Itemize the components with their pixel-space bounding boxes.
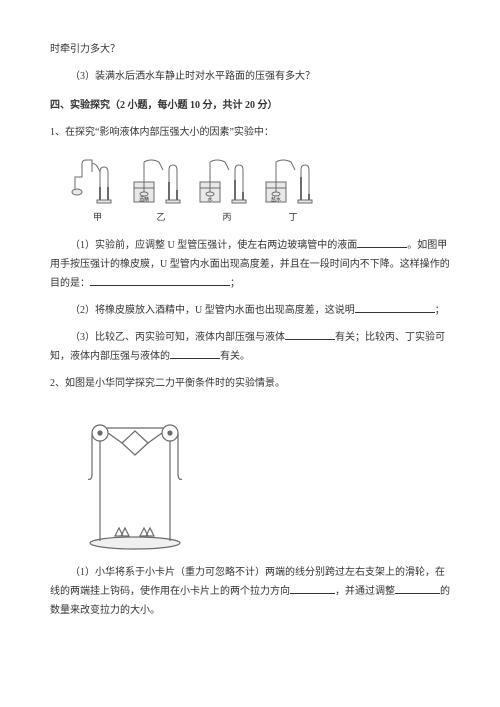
q1-sub2-text-b: ； xyxy=(435,305,445,316)
beaker-label-c: 水 xyxy=(207,196,212,203)
utube-svg-c: 水 xyxy=(197,152,257,207)
q1-sub1-text-c: ； xyxy=(230,278,240,289)
q2-stem: 2、如图是小华同学探究二力平衡条件时的实验情景。 xyxy=(50,374,450,393)
prev-question-tail: 时牵引力多大？ xyxy=(50,40,450,59)
label-bing: 丙 xyxy=(222,209,231,226)
apparatus-jia: 甲 xyxy=(70,152,125,226)
blank-7[interactable] xyxy=(395,582,440,594)
apparatus-yi: 酒精 乙 xyxy=(131,152,191,226)
q1-sub3-text-a: （3）比较乙、丙实验可知，液体内部压强与液体 xyxy=(70,332,285,343)
beaker-label-d: 盐水 xyxy=(271,196,281,203)
blank-2[interactable] xyxy=(90,274,230,286)
balance-svg xyxy=(70,403,210,553)
section-4-title: 四、实验探究（2 小题，每小题 10 分，共计 20 分） xyxy=(50,96,450,115)
q1-sub1-text-a: （1）实验前，应调整 U 型管压强计，使左右两边玻璃管中的液面 xyxy=(70,240,357,251)
utube-svg-a xyxy=(70,152,125,207)
blank-5[interactable] xyxy=(170,347,220,359)
q2-sub1: （1）小华将系于小卡片（重力可忽略不计）两端的线分别跨过左右支架上的滑轮，在线的… xyxy=(50,563,450,620)
label-jia: 甲 xyxy=(93,209,102,226)
blank-6[interactable] xyxy=(290,582,335,594)
label-yi: 乙 xyxy=(156,209,165,226)
q1-stem: 1、在探究“影响液体内部压强大小的因素”实验中： xyxy=(50,123,450,142)
apparatus-ding: 盐水 丁 xyxy=(263,152,323,226)
q1-sub1: （1）实验前，应调整 U 型管压强计，使左右两边玻璃管中的液面。如图甲用手按压强… xyxy=(50,236,450,293)
q1-sub3: （3）比较乙、丙实验可知，液体内部压强与液体有关；比较丙、丁实验可知，液体内部压… xyxy=(50,328,450,366)
label-ding: 丁 xyxy=(288,209,297,226)
q1-sub2: （2）将橡皮膜放入酒精中，U 型管内水面也出现高度差，这说明 ； xyxy=(50,301,450,320)
prev-question-sub3: （3）装满水后洒水车静止时对水平路面的压强有多大？ xyxy=(50,67,450,86)
figure-utube-apparatus: 甲 酒精 乙 xyxy=(70,152,450,226)
beaker-label-b: 酒精 xyxy=(139,196,149,203)
q2-sub1-text-b: ，并通过调整 xyxy=(335,586,395,597)
apparatus-bing: 水 丙 xyxy=(197,152,257,226)
blank-3[interactable] xyxy=(355,301,435,313)
utube-svg-b: 酒精 xyxy=(131,152,191,207)
q1-sub3-text-c: 有关。 xyxy=(220,351,250,362)
blank-4[interactable] xyxy=(285,328,335,340)
blank-1[interactable] xyxy=(357,236,407,248)
utube-svg-d: 盐水 xyxy=(263,152,323,207)
figure-balance-apparatus xyxy=(70,403,450,553)
q1-sub2-text-a: （2）将橡皮膜放入酒精中，U 型管内水面也出现高度差，这说明 xyxy=(70,305,355,316)
